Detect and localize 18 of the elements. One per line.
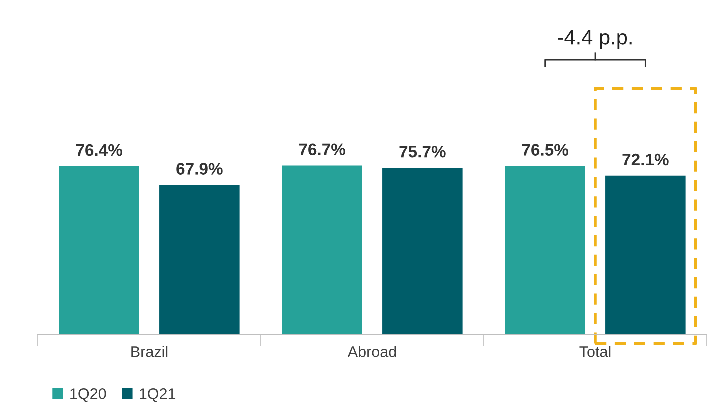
data-label: 76.7% [299, 144, 346, 156]
bar [160, 185, 240, 335]
x-tick-label: Abroad [348, 346, 396, 358]
legend-label: 1Q20 [70, 388, 106, 402]
x-tick-label: Total [580, 346, 611, 358]
data-label: 76.4% [76, 144, 123, 156]
bar [282, 166, 362, 335]
legend-label: 1Q21 [140, 388, 176, 402]
data-label: 67.9% [176, 163, 223, 175]
bar [505, 166, 586, 335]
data-label: 76.5% [522, 144, 569, 156]
bar [606, 176, 686, 335]
bar [382, 168, 463, 335]
x-tick-label: Brazil [132, 346, 168, 358]
data-label: 75.7% [400, 146, 446, 158]
data-label: 72.1% [622, 154, 669, 166]
bar [59, 166, 140, 335]
text: -4.4 p.p. [558, 30, 632, 49]
